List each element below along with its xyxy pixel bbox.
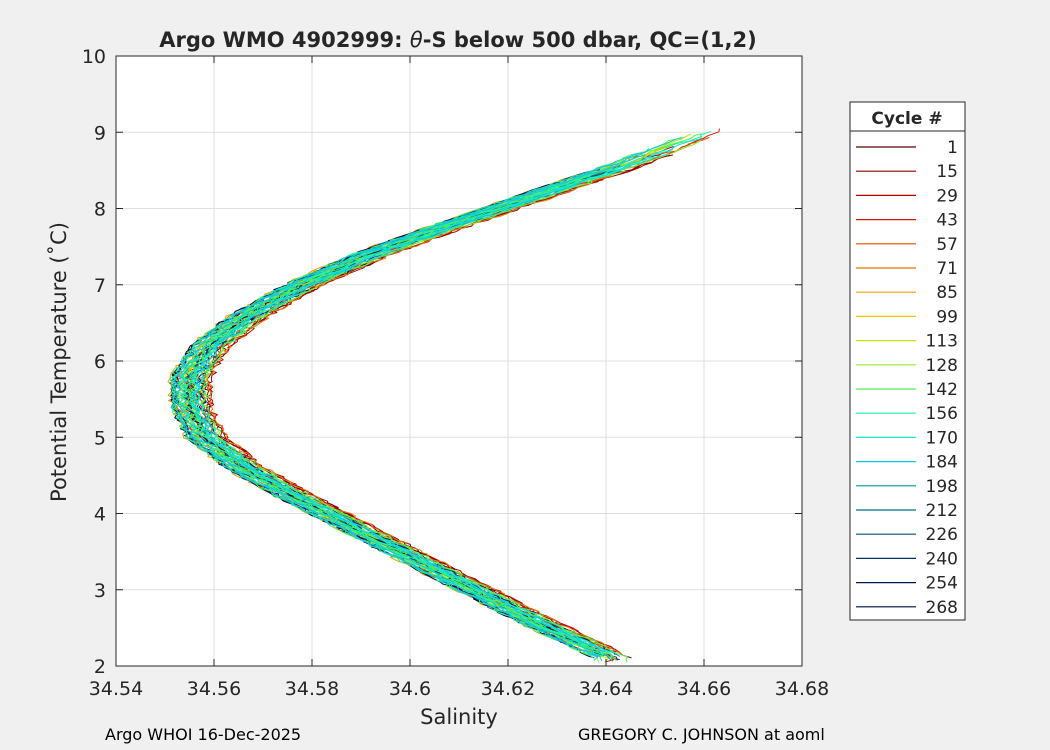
x-tick-label: 34.64	[579, 678, 633, 700]
profile-line-cycle-71	[205, 175, 622, 655]
chart-title: Argo WMO 4902999: θ-S below 500 dbar, QC…	[159, 28, 756, 52]
legend-label: 99	[936, 307, 958, 327]
legend-label: 71	[936, 259, 958, 279]
y-tick-label: 6	[94, 351, 106, 373]
x-tick-label: 34.56	[187, 678, 241, 700]
legend-label: 198	[926, 477, 958, 497]
legend-label: 226	[926, 525, 958, 545]
legend-label: 85	[936, 283, 958, 303]
legend-label: 57	[936, 235, 958, 255]
legend-label: 15	[936, 162, 958, 182]
profile-line-cycle-15	[205, 154, 674, 650]
legend: Cycle # 1 15 29 43 57 71 85 99 113 128 142 156 170 18…	[849, 101, 966, 621]
x-tick-label: 34.68	[775, 678, 829, 700]
y-tick-label: 7	[94, 275, 106, 297]
profile-line-cycle-142	[200, 174, 628, 663]
legend-label: 1	[947, 138, 958, 158]
x-tick-label: 34.62	[481, 678, 535, 700]
x-tick-label: 34.54	[89, 678, 143, 700]
legend-label: 29	[936, 186, 958, 206]
legend-title: Cycle #	[871, 109, 942, 129]
legend-label: 268	[926, 598, 958, 618]
y-tick-label: 10	[82, 46, 106, 68]
axis-ticks: 34.54 34.56 34.58 34.6 34.62 34.64 34.66 34.68 2…	[82, 46, 829, 700]
legend-label: 170	[926, 428, 958, 448]
legend-label: 113	[926, 332, 958, 352]
legend-label: 43	[936, 211, 958, 231]
x-axis-label: Salinity	[420, 705, 498, 729]
y-tick-label: 3	[94, 580, 106, 602]
x-tick-label: 34.66	[677, 678, 731, 700]
profile-line-cycle-184	[179, 154, 646, 657]
legend-label: 184	[926, 453, 958, 473]
profile-line-cycle-184	[173, 137, 683, 662]
y-tick-label: 5	[94, 427, 106, 449]
y-tick-label: 2	[94, 656, 106, 678]
y-tick-label: 9	[94, 122, 106, 144]
legend-label: 142	[926, 380, 958, 400]
profile-lines	[167, 128, 720, 663]
footer-right: GREGORY C. JOHNSON at aoml	[578, 725, 825, 744]
legend-label: 254	[926, 574, 958, 594]
profile-line-cycle-184	[192, 178, 605, 652]
legend-label: 212	[926, 501, 958, 521]
y-tick-label: 8	[94, 199, 106, 221]
x-tick-label: 34.6	[389, 678, 431, 700]
y-axis-label: Potential Temperature (˚C)	[47, 222, 71, 502]
legend-label: 156	[926, 404, 958, 424]
footer-left: Argo WHOI 16-Dec-2025	[105, 725, 302, 744]
x-tick-label: 34.58	[285, 678, 339, 700]
legend-label: 240	[926, 549, 958, 569]
y-tick-label: 4	[94, 504, 106, 526]
legend-label: 128	[926, 356, 958, 376]
